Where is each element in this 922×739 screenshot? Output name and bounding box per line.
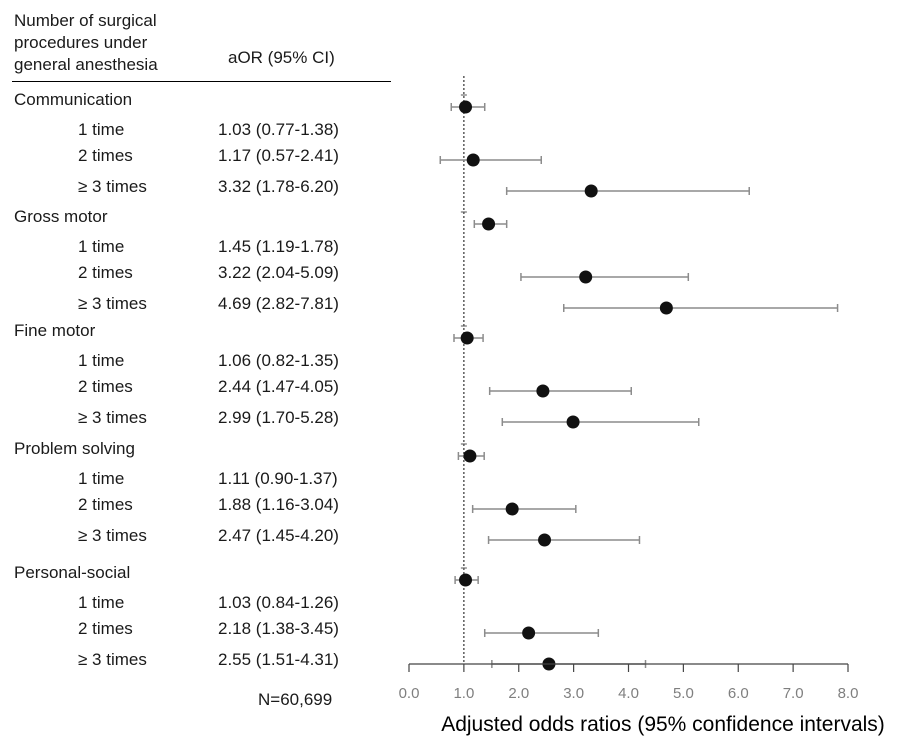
x-tick-label: 7.0 — [783, 685, 804, 702]
row-label: ≥ 3 times — [78, 650, 147, 669]
x-axis-title: Adjusted odds ratios (95% confidence int… — [441, 713, 885, 736]
odds-ratio-point — [505, 502, 519, 516]
row-label: 2 times — [78, 619, 133, 638]
aor-value: 2.99 (1.70-5.28) — [218, 408, 339, 427]
odds-ratio-point — [466, 153, 480, 167]
x-tick-label: 6.0 — [728, 685, 749, 702]
aor-value: 3.22 (2.04-5.09) — [218, 263, 339, 282]
odds-ratio-point — [566, 415, 580, 429]
x-tick-label: 1.0 — [453, 685, 474, 702]
x-tick-label: 2.0 — [508, 685, 529, 702]
odds-ratio-point — [659, 301, 673, 315]
row-label: 2 times — [78, 263, 133, 282]
odds-ratio-point — [482, 217, 496, 231]
x-tick-label: 5.0 — [673, 685, 694, 702]
aor-value: 1.88 (1.16-3.04) — [218, 495, 339, 514]
x-tick-label: 8.0 — [838, 685, 859, 702]
aor-value: 2.55 (1.51-4.31) — [218, 650, 339, 669]
aor-value: 1.03 (0.77-1.38) — [218, 120, 339, 139]
aor-value: 1.11 (0.90-1.37) — [218, 469, 338, 488]
group-label: Problem solving — [14, 439, 135, 458]
row-label: ≥ 3 times — [78, 294, 147, 313]
row-label: 1 time — [78, 593, 125, 612]
x-tick-label: 0.0 — [399, 685, 420, 702]
odds-ratio-point — [579, 270, 593, 284]
row-label: 2 times — [78, 377, 133, 396]
group-label: Fine motor — [14, 321, 96, 340]
odds-ratio-point — [584, 184, 598, 198]
header-column-exposure: Number of surgical procedures under gene… — [14, 10, 158, 76]
aor-value: 1.06 (0.82-1.35) — [218, 351, 339, 370]
aor-value: 4.69 (2.82-7.81) — [218, 294, 339, 313]
odds-ratio-point — [459, 100, 473, 114]
header-line-3: general anesthesia — [14, 55, 158, 74]
aor-value: 3.32 (1.78-6.20) — [218, 177, 339, 196]
row-label: ≥ 3 times — [78, 408, 147, 427]
header-line-2: procedures under — [14, 33, 148, 52]
aor-value: 1.17 (0.57-2.41) — [218, 146, 339, 165]
group-label: Gross motor — [14, 207, 108, 226]
odds-ratio-point — [536, 384, 550, 398]
odds-ratio-point — [459, 573, 473, 587]
aor-value: 2.47 (1.45-4.20) — [218, 526, 339, 545]
odds-ratio-point — [460, 331, 474, 345]
row-label: ≥ 3 times — [78, 526, 147, 545]
aor-value: 1.03 (0.84-1.26) — [218, 593, 339, 612]
header-divider — [12, 81, 391, 82]
header-line-1: Number of surgical — [14, 11, 157, 30]
aor-value: 2.44 (1.47-4.05) — [218, 377, 339, 396]
row-label: 1 time — [78, 237, 125, 256]
sample-size-label: N=60,699 — [258, 690, 333, 709]
header-column-aor: aOR (95% CI) — [228, 48, 335, 67]
odds-ratio-point — [538, 533, 552, 547]
row-label: 1 time — [78, 469, 125, 488]
row-label: 2 times — [78, 146, 133, 165]
x-tick-label: 3.0 — [563, 685, 584, 702]
aor-value: 1.45 (1.19-1.78) — [218, 237, 339, 256]
group-label: Communication — [14, 90, 133, 109]
odds-ratio-point — [463, 449, 477, 463]
group-label: Personal-social — [14, 563, 131, 582]
odds-ratio-point — [522, 626, 536, 640]
aor-value: 2.18 (1.38-3.45) — [218, 619, 339, 638]
row-label: 1 time — [78, 351, 125, 370]
row-label: 1 time — [78, 120, 125, 139]
row-label: ≥ 3 times — [78, 177, 147, 196]
x-tick-label: 4.0 — [618, 685, 639, 702]
row-label: 2 times — [78, 495, 133, 514]
